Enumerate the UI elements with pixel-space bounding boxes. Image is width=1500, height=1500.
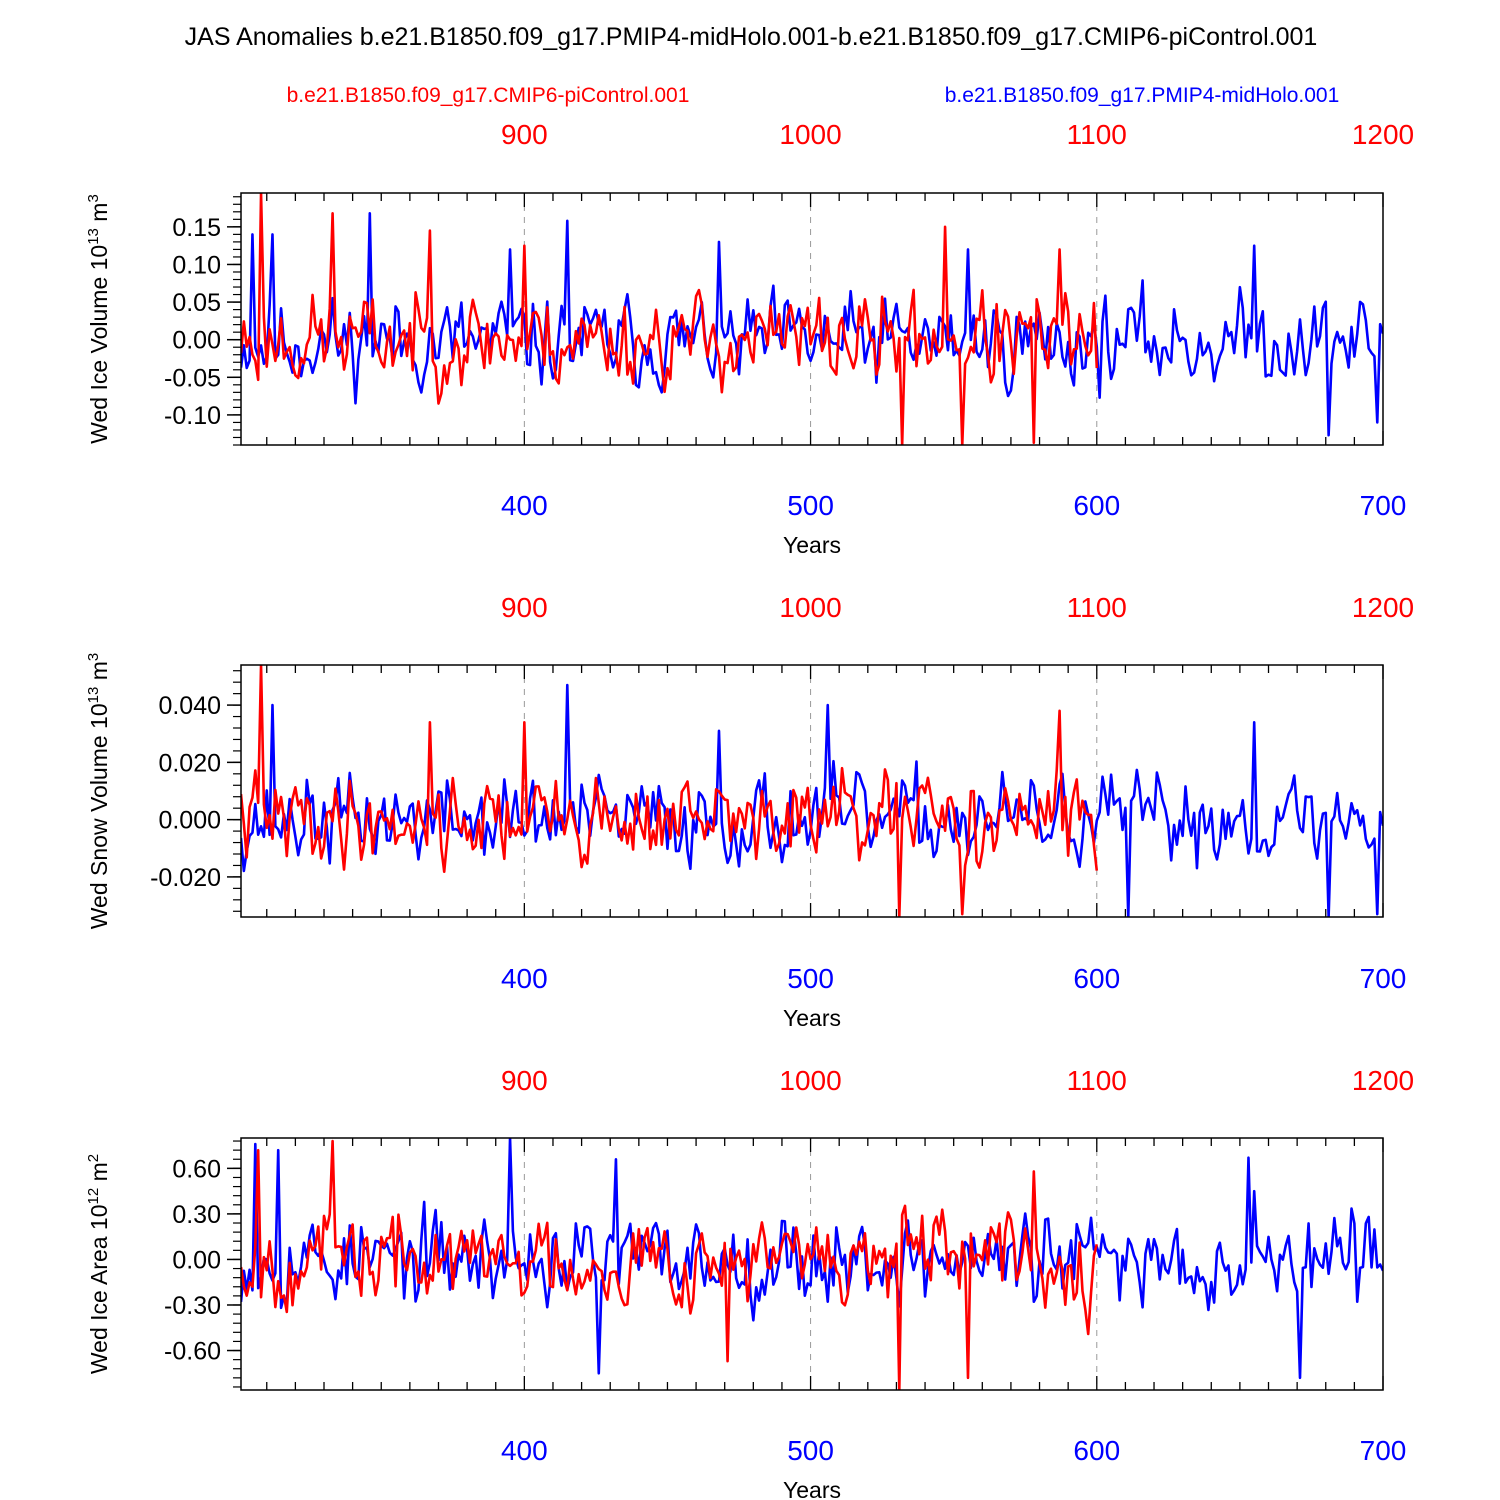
panels-container: -0.10 -0.05 0.00 0.05 0.10 0.15 400 500 600 700 90… (85, 119, 1414, 1500)
y-tick-label: -0.05 (164, 364, 221, 392)
legend-midholo-label: b.e21.B1850.f09_g17.PMIP4-midHolo.001 (945, 84, 1340, 107)
x-top-tick-label: 900 (501, 1065, 548, 1096)
y-tick-label: -0.60 (164, 1338, 221, 1366)
x-axis-label: Years (783, 1477, 841, 1500)
y-tick-label: 0.30 (172, 1201, 221, 1229)
x-top-tick-label: 1000 (779, 119, 841, 150)
panel-1: -0.10 -0.05 0.00 0.05 0.10 0.15 400 500 600 700 90… (85, 119, 1414, 558)
y-tick-label: -0.020 (150, 864, 221, 892)
y-tick-label: 0.020 (158, 749, 221, 777)
x-bottom-tick-label: 400 (501, 490, 548, 521)
series-picontrol (241, 193, 1099, 445)
x-top-tick-label: 900 (501, 119, 548, 150)
panel-3: -0.60 -0.30 0.00 0.30 0.60 400 500 600 700 900 100… (85, 1065, 1414, 1500)
x-axis-label: Years (783, 532, 841, 558)
x-top-tick-label: 1100 (1067, 592, 1127, 623)
y-tick-label: 0.05 (172, 289, 221, 317)
y-tick-label: 0.000 (158, 807, 221, 835)
x-top-tick-label: 1100 (1067, 119, 1127, 150)
plot-frame (240, 192, 1384, 446)
x-bottom-tick-label: 500 (787, 490, 834, 521)
series-midholo (241, 212, 1383, 437)
x-top-tick-label: 1100 (1067, 1065, 1127, 1096)
x-top-tick-label: 900 (501, 592, 548, 623)
y-tick-label: 0.00 (172, 327, 221, 355)
x-axis-label: Years (783, 1005, 841, 1031)
y-tick-label: 0.15 (172, 214, 221, 242)
panel-2: -0.020 0.000 0.020 0.040 400 500 600 700 900 1000… (85, 592, 1414, 1031)
y-tick-label: 0.040 (158, 692, 221, 720)
plot-frame (240, 1137, 1384, 1391)
y-tick-label: 0.00 (172, 1246, 221, 1274)
series-group (241, 193, 1383, 445)
x-bottom-tick-label: 400 (501, 1435, 548, 1466)
x-top-tick-label: 1200 (1352, 592, 1414, 623)
y-tick-label: -0.30 (164, 1292, 221, 1320)
y-tick-label: 0.10 (172, 251, 221, 279)
series-group (241, 1138, 1383, 1390)
x-bottom-tick-label: 500 (787, 1435, 834, 1466)
series-picontrol (241, 665, 1099, 917)
x-top-tick-label: 1200 (1352, 1065, 1414, 1096)
x-bottom-tick-label: 600 (1073, 1435, 1120, 1466)
y-axis-label: Wed Ice Volume 1013 m3 (85, 194, 112, 444)
y-axis-label: Wed Ice Area 1012 m2 (85, 1154, 112, 1374)
y-tick-label: -0.10 (164, 402, 221, 430)
x-top-tick-label: 1200 (1352, 119, 1414, 150)
x-top-tick-label: 1000 (779, 592, 841, 623)
x-bottom-tick-label: 700 (1360, 490, 1407, 521)
series-group (241, 665, 1383, 917)
series-picontrol (241, 1139, 1099, 1390)
plot-frame (240, 664, 1384, 918)
x-bottom-tick-label: 600 (1073, 963, 1120, 994)
legend-picontrol-label: b.e21.B1850.f09_g17.CMIP6-piControl.001 (287, 84, 690, 107)
series-midholo (241, 683, 1383, 917)
x-bottom-tick-label: 700 (1360, 1435, 1407, 1466)
x-bottom-tick-label: 400 (501, 963, 548, 994)
x-top-tick-label: 1000 (779, 1065, 841, 1096)
x-bottom-tick-label: 500 (787, 963, 834, 994)
x-bottom-tick-label: 600 (1073, 490, 1120, 521)
figure-title: JAS Anomalies b.e21.B1850.f09_g17.PMIP4-… (185, 23, 1318, 51)
y-axis-label: Wed Snow Volume 1013 m3 (85, 653, 112, 929)
x-bottom-tick-label: 700 (1360, 963, 1407, 994)
series-midholo (241, 1138, 1383, 1380)
y-tick-label: 0.60 (172, 1155, 221, 1183)
